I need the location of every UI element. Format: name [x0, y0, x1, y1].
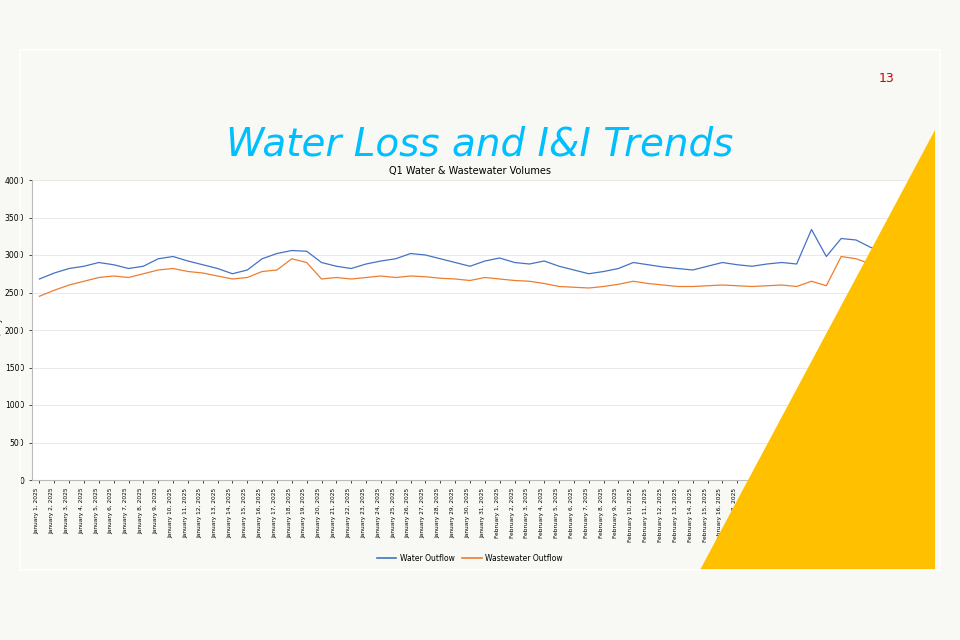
Line: Wastewater Outflow: Wastewater Outflow: [39, 257, 900, 296]
Line: Water Outflow: Water Outflow: [39, 230, 900, 279]
Wastewater Outflow: [479, 274, 491, 282]
Wastewater Outflow: [167, 265, 179, 273]
Wastewater Outflow: [658, 281, 669, 289]
Water Outflow: [805, 226, 817, 234]
Water Outflow: [167, 253, 179, 260]
Wastewater Outflow: [256, 268, 268, 275]
Wastewater Outflow: [895, 260, 906, 268]
Text: 13: 13: [878, 72, 894, 85]
Text: Water Loss and I&I Trends: Water Loss and I&I Trends: [227, 125, 733, 163]
Wastewater Outflow: [34, 292, 45, 300]
Water Outflow: [34, 275, 45, 283]
Water Outflow: [479, 257, 491, 265]
Water Outflow: [63, 265, 75, 273]
Water Outflow: [256, 255, 268, 262]
Water Outflow: [895, 245, 906, 253]
Wastewater Outflow: [835, 253, 847, 260]
Water Outflow: [123, 265, 134, 273]
Wastewater Outflow: [63, 281, 75, 289]
Legend: Water Outflow, Wastewater Outflow: Water Outflow, Wastewater Outflow: [374, 551, 566, 566]
Title: Q1 Water & Wastewater Volumes: Q1 Water & Wastewater Volumes: [389, 166, 551, 177]
Y-axis label: m³/day: m³/day: [0, 316, 2, 344]
Wastewater Outflow: [123, 274, 134, 282]
Water Outflow: [658, 263, 669, 271]
